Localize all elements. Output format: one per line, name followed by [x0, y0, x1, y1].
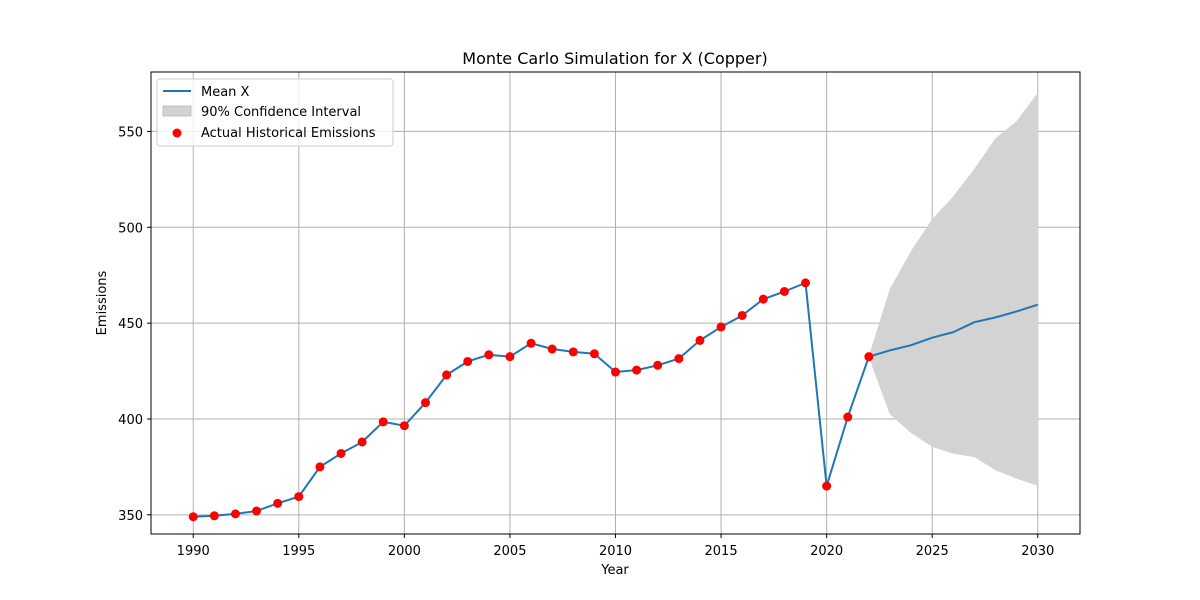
historical-point [716, 322, 726, 332]
x-tick-label: 2010 [599, 544, 632, 559]
x-tick-label: 2000 [388, 544, 421, 559]
x-tick-label: 2030 [1021, 544, 1054, 559]
y-tick-label: 550 [118, 125, 143, 140]
legend-box [156, 78, 394, 147]
x-tick-label: 2025 [916, 544, 949, 559]
legend-label-actual: Actual Historical Emissions [201, 126, 376, 141]
legend-label-mean: Mean X [201, 85, 250, 100]
historical-point [674, 354, 684, 364]
historical-point [357, 437, 367, 447]
historical-point [611, 367, 620, 377]
historical-point [442, 370, 452, 380]
historical-point [188, 512, 198, 522]
x-axis-ticks: 1990 1995 2000 2005 2010 2015 2020 2025 2030 [177, 534, 1054, 559]
x-tick-label: 1990 [177, 544, 210, 559]
y-tick-label: 450 [118, 317, 143, 332]
x-tick-label: 2005 [493, 544, 526, 559]
historical-point [505, 352, 515, 362]
historical-point [420, 398, 430, 408]
y-axis-label: Emissions [95, 270, 110, 335]
historical-point [758, 294, 768, 304]
historical-point [779, 286, 789, 296]
historical-point [737, 310, 747, 320]
historical-point [463, 356, 473, 366]
historical-point [822, 481, 832, 491]
historical-point [568, 347, 578, 357]
historical-point [378, 417, 388, 427]
historical-points-layer [188, 278, 874, 522]
x-axis-label: Year [600, 563, 629, 578]
confidence-band [868, 92, 1039, 486]
historical-point [273, 498, 283, 508]
legend-point-swatch [172, 128, 182, 138]
historical-point [801, 278, 811, 288]
historical-point [336, 448, 346, 458]
legend-label-ci: 90% Confidence Interval [201, 105, 361, 120]
legend-band-swatch [162, 105, 192, 117]
historical-point [843, 412, 853, 422]
y-tick-label: 500 [118, 221, 143, 236]
historical-point [547, 344, 557, 354]
y-tick-label: 400 [118, 413, 143, 428]
historical-point [294, 492, 304, 502]
confidence-band-layer [868, 92, 1039, 486]
x-tick-label: 1995 [282, 544, 315, 559]
historical-point [653, 360, 663, 370]
x-tick-label: 2015 [705, 544, 738, 559]
historical-point [230, 509, 240, 519]
historical-point [315, 462, 325, 472]
historical-point [209, 511, 219, 521]
chart-title: Monte Carlo Simulation for X (Copper) [462, 49, 767, 68]
historical-point [252, 506, 262, 516]
historical-point [695, 335, 705, 345]
y-axis-ticks: 350 400 450 500 550 [118, 125, 151, 524]
x-tick-label: 2020 [810, 544, 843, 559]
historical-point [632, 365, 642, 375]
historical-point [589, 349, 599, 359]
historical-point [484, 350, 494, 360]
historical-point [526, 338, 536, 348]
legend: Mean X 90% Confidence Interval Actual Hi… [156, 78, 394, 147]
y-tick-label: 350 [118, 509, 143, 524]
historical-point [864, 352, 874, 362]
historical-point [399, 421, 409, 431]
